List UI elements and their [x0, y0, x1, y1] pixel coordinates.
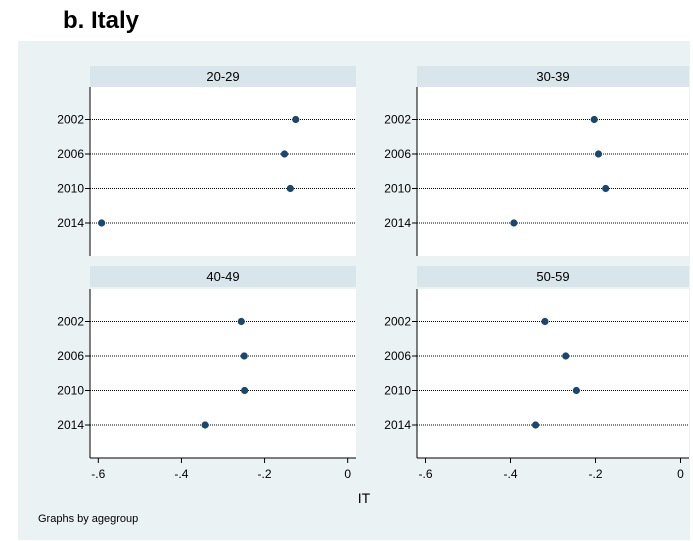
x-tick-label-2-1: -.4 — [503, 467, 517, 481]
y-tick-label-50-59-2006: 2006 — [384, 349, 411, 363]
panel-strip-label-50-59: 50-59 — [536, 269, 569, 284]
y-tick-label-50-59-2010: 2010 — [384, 384, 411, 398]
x-tick-label-1-2: -.2 — [258, 467, 272, 481]
panel-strip-30-39 — [417, 66, 689, 87]
panel-strip-label-40-49: 40-49 — [206, 269, 239, 284]
panel-strip-label-20-29: 20-29 — [206, 69, 239, 84]
point-30-39-2006 — [594, 150, 603, 158]
x-axis-1: -.6 -.4 -.2 0 — [90, 457, 356, 481]
y-tick-label-50-59-2002: 2002 — [384, 315, 411, 329]
point-20-29-2006 — [280, 150, 289, 158]
panel-20-29: 20-29 2002 2006 2010 2014 — [57, 66, 356, 256]
y-tick-label-30-39-2006: 2006 — [384, 147, 411, 161]
plot-area-20-29 — [90, 87, 356, 256]
point-50-59-2002 — [541, 317, 549, 326]
point-40-49-2010 — [241, 386, 249, 395]
x-tick-label-2-0: -.6 — [418, 467, 432, 481]
point-30-39-2002 — [590, 115, 598, 124]
y-tick-label-40-49-2002: 2002 — [57, 315, 84, 329]
x-tick-label-1-1: -.4 — [174, 467, 188, 481]
point-50-59-2010 — [572, 386, 580, 395]
point-40-49-2014 — [201, 421, 209, 429]
y-tick-label-30-39-2010: 2010 — [384, 182, 411, 196]
point-40-49-2006 — [240, 352, 248, 360]
y-tick-label-30-39-2014: 2014 — [384, 216, 411, 230]
plot-area-30-39 — [417, 87, 689, 256]
panel-30-39: 30-39 2002 2006 2010 2014 — [384, 66, 689, 256]
point-40-49-2002 — [237, 317, 245, 326]
plot-area-50-59 — [417, 289, 689, 458]
y-tick-label-20-29-2006: 2006 — [57, 147, 84, 161]
x-tick-label-1-0: -.6 — [91, 467, 105, 481]
point-30-39-2010 — [602, 184, 610, 193]
x-axis-title: IT — [358, 490, 371, 506]
y-tick-label-50-59-2014: 2014 — [384, 418, 411, 432]
y-tick-label-20-29-2010: 2010 — [57, 182, 84, 196]
x-tick-label-1-3: 0 — [344, 467, 351, 481]
y-tick-label-40-49-2006: 2006 — [57, 349, 84, 363]
point-20-29-2002 — [292, 115, 300, 124]
figure-title: b. Italy — [63, 7, 140, 34]
plot-area-40-49 — [90, 289, 356, 458]
point-20-29-2014 — [98, 219, 106, 227]
y-tick-label-40-49-2010: 2010 — [57, 384, 84, 398]
x-axis-2: -.6 -.4 -.2 0 — [417, 457, 689, 481]
y-tick-label-40-49-2014: 2014 — [57, 418, 84, 432]
x-axes: -.6 -.4 -.2 0 -.6 -.4 -.2 0 — [90, 457, 689, 481]
y-tick-label-30-39-2002: 2002 — [384, 113, 411, 127]
point-20-29-2010 — [286, 184, 294, 193]
panel-strip-20-29 — [90, 66, 356, 87]
point-50-59-2006 — [562, 352, 570, 360]
panel-40-49: 40-49 2002 2006 2010 2014 — [57, 266, 356, 458]
y-tick-label-20-29-2002: 2002 — [57, 113, 84, 127]
panel-50-59: 50-59 2002 2006 2010 2014 — [384, 266, 689, 458]
panel-strip-label-30-39: 30-39 — [536, 69, 569, 84]
panel-strip-40-49 — [90, 266, 356, 287]
graphs-by-note: Graphs by agegroup — [38, 513, 138, 525]
panel-strip-50-59 — [417, 266, 689, 287]
x-tick-label-2-2: -.2 — [588, 467, 602, 481]
panel-grid: 20-29200220062010201430-3920022006201020… — [57, 66, 689, 458]
y-tick-label-20-29-2014: 2014 — [57, 216, 84, 230]
x-tick-label-2-3: 0 — [677, 467, 684, 481]
point-30-39-2014 — [510, 219, 518, 227]
point-50-59-2014 — [531, 421, 540, 429]
